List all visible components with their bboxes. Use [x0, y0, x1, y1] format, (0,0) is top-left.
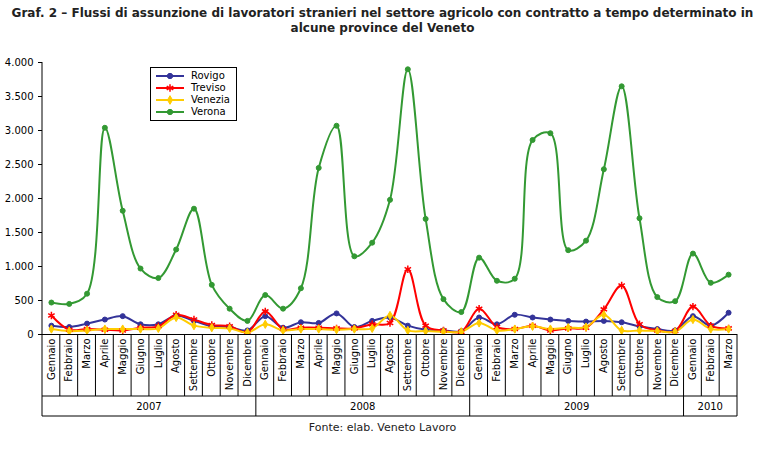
svg-text:Gennaio: Gennaio [259, 339, 270, 381]
html-text:Graf. 2 – Flussi di assunzione: Graf. 2 – Flussi di assunzione di lavora… [11, 6, 754, 35]
svg-text:Febbraio: Febbraio [705, 339, 716, 382]
svg-text:0: 0 [27, 329, 33, 340]
svg-text:2008: 2008 [350, 401, 375, 412]
svg-text:Agosto: Agosto [598, 339, 609, 374]
svg-text:Settembre: Settembre [402, 339, 413, 392]
svg-text:Marzo: Marzo [723, 339, 734, 369]
svg-text:Giugno: Giugno [562, 339, 573, 375]
svg-text:Agosto: Agosto [384, 339, 395, 374]
svg-text:Aprile: Aprile [99, 339, 110, 368]
svg-text:2007: 2007 [136, 401, 161, 412]
svg-text:Giugno: Giugno [349, 339, 360, 375]
svg-text:2.500: 2.500 [5, 159, 34, 170]
svg-text:Marzo: Marzo [509, 339, 520, 369]
svg-text:Ottobre: Ottobre [634, 339, 645, 377]
svg-text:2010: 2010 [698, 401, 723, 412]
svg-text:1.000: 1.000 [5, 261, 34, 272]
svg-text:Settembre: Settembre [188, 339, 199, 392]
svg-text:500: 500 [14, 295, 33, 306]
svg-text:Gennaio: Gennaio [473, 339, 484, 381]
svg-text:2009: 2009 [564, 401, 589, 412]
svg-text:Aprile: Aprile [313, 339, 324, 368]
svg-text:Novembre: Novembre [652, 339, 663, 391]
svg-text:4.000: 4.000 [5, 57, 34, 68]
svg-text:3.000: 3.000 [5, 125, 34, 136]
svg-text:Aprile: Aprile [527, 339, 538, 368]
svg-text:Novembre: Novembre [224, 339, 235, 391]
html-text:Verona: Verona [191, 106, 226, 117]
svg-text:Luglio: Luglio [580, 339, 591, 369]
svg-text:Novembre: Novembre [438, 339, 449, 391]
svg-text:Dicembre: Dicembre [455, 339, 466, 387]
svg-text:2.000: 2.000 [5, 193, 34, 204]
svg-text:Marzo: Marzo [81, 339, 92, 369]
svg-text:Maggio: Maggio [117, 339, 128, 375]
svg-text:Luglio: Luglio [153, 339, 164, 369]
svg-text:1.500: 1.500 [5, 227, 34, 238]
svg-text:Dicembre: Dicembre [242, 339, 253, 387]
svg-text:Maggio: Maggio [545, 339, 556, 375]
html-text:Rovigo: Rovigo [191, 70, 225, 81]
svg-text:Luglio: Luglio [366, 339, 377, 369]
svg-text:Febbraio: Febbraio [277, 339, 288, 382]
svg-text:Agosto: Agosto [170, 339, 181, 374]
svg-text:Maggio: Maggio [331, 339, 342, 375]
html-text:Fonte: elab. Veneto Lavoro: Fonte: elab. Veneto Lavoro [308, 421, 457, 434]
svg-text:Settembre: Settembre [616, 339, 627, 392]
svg-text:Ottobre: Ottobre [206, 339, 217, 377]
svg-text:Febbraio: Febbraio [491, 339, 502, 382]
svg-text:3.500: 3.500 [5, 91, 34, 102]
svg-text:Marzo: Marzo [295, 339, 306, 369]
svg-text:Giugno: Giugno [135, 339, 146, 375]
svg-text:Ottobre: Ottobre [420, 339, 431, 377]
svg-text:Febbraio: Febbraio [63, 339, 74, 382]
svg-text:Dicembre: Dicembre [669, 339, 680, 387]
svg-text:Gennaio: Gennaio [46, 339, 57, 381]
svg-text:Gennaio: Gennaio [687, 339, 698, 381]
html-text:Treviso: Treviso [191, 82, 226, 93]
html-text:Venezia: Venezia [191, 94, 230, 105]
